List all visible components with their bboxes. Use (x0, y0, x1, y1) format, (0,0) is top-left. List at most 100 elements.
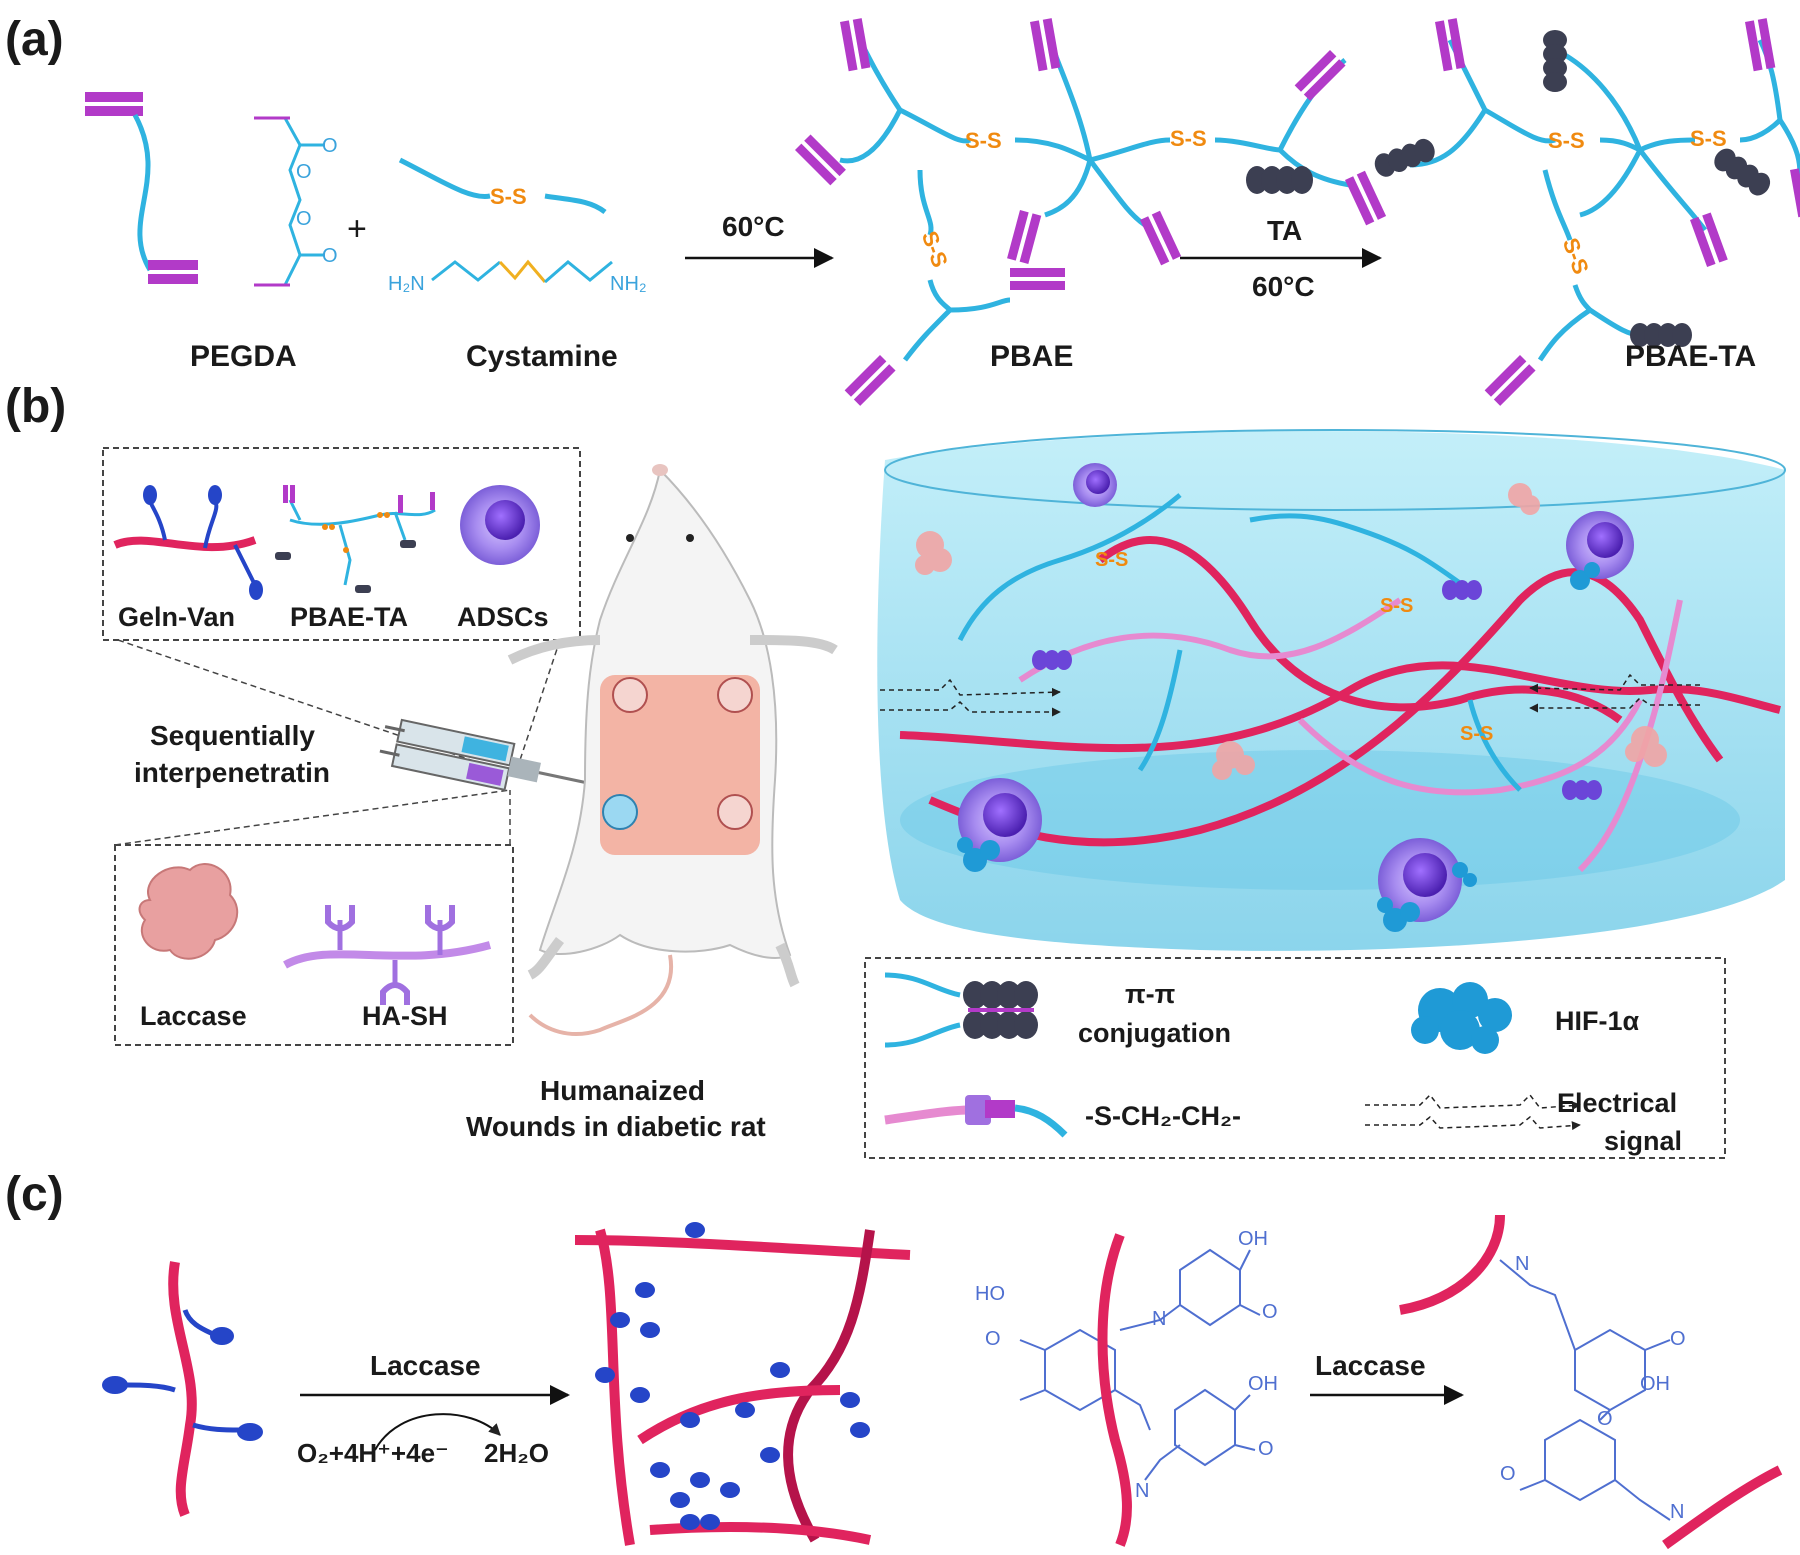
pegda-label: PEGDA (190, 340, 297, 373)
syringe-text-1: Sequentially (150, 720, 315, 751)
panel-a-label: (a) (5, 13, 64, 66)
ha-sh-icon (283, 905, 492, 1005)
pbae-ta-label: PBAE-TA (1625, 340, 1756, 373)
panel-c-label: (c) (5, 1168, 64, 1221)
syringe-text-2: interpenetratin (134, 757, 330, 788)
bottom-box-label-laccase: Laccase (140, 1001, 247, 1031)
gel-ss-2: S-S (1380, 595, 1413, 617)
hydrogel-ta-groups (1032, 580, 1602, 800)
vanillin-dimer-structure (1499, 1259, 1671, 1521)
chem-o-top: O (1262, 1301, 1278, 1323)
arrow-ta-bottom: 60°C (1252, 271, 1315, 302)
pegda-structure (254, 116, 325, 287)
legend-elec-line1: Electrical (1557, 1088, 1677, 1118)
pbae-ta-ss-bonds: S-S S-S S-S (1548, 126, 1727, 278)
dimer-o-top: O (1670, 1328, 1686, 1350)
guide-line-2 (514, 639, 561, 776)
panel-a: (a) O O O O PEGDA + S-S (5, 13, 1800, 406)
pbae-ta-ss-3: S-S (1558, 234, 1594, 277)
top-box-label-pbae-ta: PBAE-TA (290, 602, 408, 632)
geln-van-chain (102, 1261, 263, 1517)
pbae-ss-1: S-S (965, 128, 1002, 153)
arrow-60c-label: 60°C (722, 211, 785, 242)
laccase-icon (138, 863, 239, 960)
legend-box (864, 957, 1726, 1159)
cystamine-h2n: H₂N (388, 273, 425, 295)
thioether-icon (884, 1095, 1068, 1138)
legend-hif: HIF-1α (1555, 1006, 1640, 1036)
cystamine-ss: S-S (490, 184, 527, 209)
bottom-box-label-ha-sh: HA-SH (362, 1001, 448, 1031)
components-box-top (102, 447, 581, 641)
chem-o-bottom: O (1258, 1438, 1274, 1460)
pbae-ss-2: S-S (1170, 126, 1207, 151)
cystamine-label: Cystamine (466, 340, 618, 373)
rat-illustration (507, 464, 838, 1036)
hydrogel-ss-bonds: S-S S-S S-S (1095, 549, 1493, 745)
pbae-ta-end-blocks (1435, 18, 1800, 406)
hydrogel-cells (958, 463, 1634, 922)
legend-thioether: -S-CH₂-CH₂- (1085, 1101, 1241, 1131)
rat-caption-1: Humanaized (540, 1075, 705, 1106)
laccase-label-1: Laccase (370, 1350, 481, 1381)
legend-elec-line2: signal (1604, 1126, 1682, 1156)
panel-b-label: (b) (5, 380, 66, 433)
laccase-label-2: Laccase (1315, 1350, 1426, 1381)
plus-sign: + (347, 210, 367, 248)
reaction-left: O₂+4H⁺+4e⁻ (297, 1438, 449, 1468)
dimer-o-bridge: O (1597, 1408, 1613, 1430)
pegda-o-3: O (296, 208, 312, 230)
chem-oh-bottom: OH (1248, 1373, 1278, 1395)
dimer-oh: OH (1640, 1373, 1670, 1395)
top-box-label-adscs: ADSCs (457, 602, 549, 632)
chem-o-left: O (985, 1328, 1001, 1350)
panel-b: (b) (5, 380, 1786, 1159)
reaction-right: 2H₂O (484, 1438, 549, 1468)
schiff-chain-left (1097, 1233, 1132, 1547)
reaction-curve-arrow (374, 1413, 501, 1451)
pegda-o-4: O (322, 245, 338, 267)
dimer-o-bottom: O (1500, 1463, 1516, 1485)
electrical-signal-icon (1365, 1093, 1581, 1131)
panel-c: (c) Laccase O₂+4H⁺+4e⁻ 2H₂O (5, 1168, 1783, 1550)
dimer-chain-bottom (1662, 1465, 1783, 1550)
pi-pi-icon (884, 972, 1038, 1048)
pbae-network (839, 38, 1351, 362)
pbae-ta-small-icon (275, 485, 436, 593)
pbae-ss-3: S-S (917, 228, 953, 271)
cystamine-cartoon (398, 157, 607, 215)
gel-ss-1: S-S (1095, 549, 1128, 571)
rat-caption-2: Wounds in diabetic rat (466, 1111, 766, 1142)
dimer-n-bottom: N (1670, 1501, 1684, 1523)
ta-molecule-icon (1246, 166, 1313, 194)
chem-n-left-2: N (1135, 1480, 1149, 1502)
top-box-label-geln-van: Geln-Van (118, 602, 235, 632)
chem-n-left-1: N (1152, 1308, 1166, 1330)
dual-syringe-icon (379, 718, 589, 792)
hydrogel-laccase-particles (915, 483, 1667, 780)
dimer-chain-top (1399, 1214, 1505, 1315)
hydrogel-signal-arrows (880, 673, 1700, 717)
arrow-ta-top: TA (1267, 215, 1302, 246)
cystamine-nh2: NH₂ (610, 273, 647, 295)
gel-ss-3: S-S (1460, 723, 1493, 745)
pbae-ta-ss-2: S-S (1690, 126, 1727, 151)
pegda-cartoon (85, 92, 198, 284)
pegda-o-2: O (296, 161, 312, 183)
legend-pi-line2: conjugation (1078, 1018, 1231, 1048)
pbae-label: PBAE (990, 340, 1073, 373)
guide-line-3 (114, 789, 511, 846)
geln-van-icon (113, 485, 263, 600)
pbae-ta-ta-groups (1374, 30, 1771, 347)
adscs-cell-icon (460, 485, 540, 565)
hydrogel-hif-clusters (957, 562, 1600, 932)
pbae-ta-network (1409, 38, 1800, 362)
crosslinked-network (574, 1222, 911, 1546)
legend-pi-line1: π-π (1125, 979, 1175, 1009)
chem-ho: HO (975, 1283, 1005, 1305)
cystamine-structure (431, 259, 613, 284)
pbae-end-blocks (795, 18, 1387, 406)
chem-oh-top: OH (1238, 1228, 1268, 1250)
hif-1a-icon (1411, 982, 1512, 1054)
